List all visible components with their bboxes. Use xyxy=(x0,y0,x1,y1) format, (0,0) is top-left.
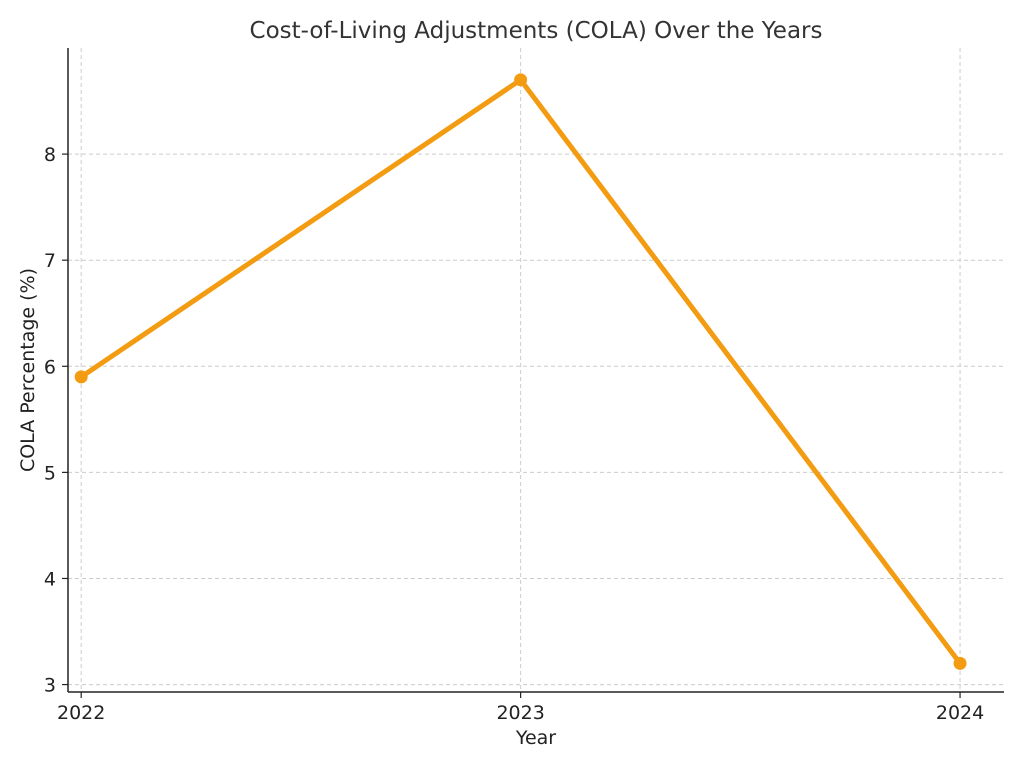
chart-title: Cost-of-Living Adjustments (COLA) Over t… xyxy=(250,18,823,44)
x-tick-label: 2022 xyxy=(57,702,105,724)
y-tick-label: 7 xyxy=(44,250,56,272)
axes xyxy=(67,48,1004,693)
x-axis-label: Year xyxy=(515,727,556,749)
y-tick-label: 4 xyxy=(44,568,56,590)
y-tick-label: 3 xyxy=(44,675,56,697)
data-point xyxy=(74,370,88,384)
ticks: 3 4 5 6 7 8 2022 2023 2024 xyxy=(44,144,984,724)
series xyxy=(74,73,967,670)
y-tick-label: 5 xyxy=(44,462,56,484)
data-point xyxy=(953,656,967,670)
grid xyxy=(68,48,1004,692)
x-tick-label: 2024 xyxy=(936,702,984,724)
y-tick-label: 6 xyxy=(44,356,56,378)
y-axis-label: COLA Percentage (%) xyxy=(17,268,39,472)
x-tick-label: 2023 xyxy=(496,702,544,724)
data-point xyxy=(514,73,528,87)
y-tick-label: 8 xyxy=(44,144,56,166)
